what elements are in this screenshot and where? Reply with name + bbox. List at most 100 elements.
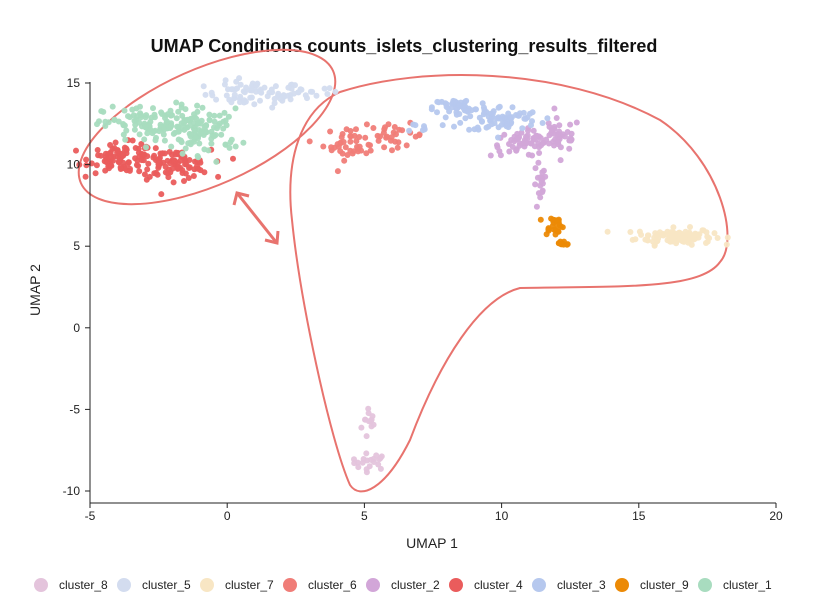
data-point [162, 163, 169, 170]
data-point [165, 174, 172, 181]
data-point [115, 158, 122, 165]
data-point [496, 103, 503, 110]
data-point [151, 170, 158, 177]
data-point [83, 156, 90, 163]
data-point [132, 155, 139, 162]
data-point [487, 152, 494, 159]
data-point [114, 149, 121, 156]
data-point [706, 235, 713, 242]
data-point [202, 91, 209, 98]
data-point [215, 122, 222, 129]
data-point [295, 89, 302, 96]
data-point [173, 115, 180, 122]
data-point [196, 140, 203, 147]
data-point [161, 137, 168, 144]
data-point [355, 148, 362, 155]
data-point [521, 115, 528, 122]
data-point [367, 147, 374, 154]
data-point [566, 145, 573, 152]
legend-item-cluster_6: cluster_6 [283, 578, 357, 592]
data-point [463, 107, 469, 114]
data-point [228, 136, 235, 143]
legend-label: cluster_5 [142, 578, 191, 592]
cluster-outline-right [289, 74, 729, 493]
data-point [264, 93, 271, 100]
y-tick-label: 0 [73, 321, 80, 335]
data-point [517, 110, 523, 117]
series-cluster_6 [306, 119, 423, 175]
data-point [269, 104, 276, 111]
data-point [158, 191, 165, 198]
data-point [175, 108, 182, 115]
legend-marker [615, 578, 629, 592]
data-point [513, 147, 520, 154]
data-point [355, 464, 362, 471]
data-point [168, 122, 175, 129]
data-point [191, 138, 197, 145]
data-point [131, 117, 138, 124]
data-point [101, 158, 108, 165]
data-point [494, 144, 501, 151]
data-point [370, 421, 377, 428]
data-point [546, 132, 553, 139]
data-point [93, 162, 100, 169]
y-axis-label: UMAP 2 [27, 264, 43, 316]
data-point [543, 136, 550, 143]
legend-item-cluster_1: cluster_1 [698, 578, 772, 592]
data-point [216, 112, 223, 119]
data-point [212, 132, 219, 138]
data-point [421, 125, 428, 131]
data-point [108, 162, 115, 169]
data-point [135, 162, 142, 169]
data-point [222, 141, 229, 148]
data-point [136, 119, 143, 126]
data-point [197, 159, 204, 166]
data-point [152, 145, 159, 152]
data-point [271, 100, 278, 107]
data-point [363, 466, 370, 473]
data-point [347, 133, 354, 140]
data-point [257, 97, 263, 104]
data-point [545, 120, 552, 127]
chart-title: UMAP Conditions counts_islets_clustering… [151, 36, 658, 56]
data-point [92, 170, 99, 177]
cluster-outline-left [77, 48, 337, 206]
data-point [155, 161, 162, 167]
data-point [257, 89, 264, 96]
data-point [324, 91, 331, 97]
legend-label: cluster_2 [391, 578, 440, 592]
data-point [334, 141, 341, 148]
data-point [123, 127, 130, 134]
data-point [164, 111, 171, 118]
data-point [692, 230, 699, 237]
data-point [248, 85, 255, 92]
data-point [532, 165, 539, 172]
data-point [394, 144, 401, 151]
data-point [237, 81, 244, 88]
y-tick-label: 5 [73, 239, 80, 253]
data-point [182, 159, 189, 166]
double-arrow-head-start [232, 191, 250, 206]
data-point [475, 126, 482, 133]
data-point [168, 143, 175, 150]
data-point [171, 157, 178, 164]
legend-item-cluster_8: cluster_8 [34, 578, 108, 592]
data-point [275, 90, 282, 97]
data-point [102, 123, 109, 129]
data-point [164, 118, 170, 125]
data-point [557, 144, 564, 151]
data-point [321, 85, 328, 92]
data-point [557, 157, 564, 164]
data-point [302, 92, 309, 99]
x-tick-label: 10 [495, 509, 509, 523]
data-point [473, 106, 479, 113]
legend-label: cluster_8 [59, 578, 108, 592]
x-tick-label: 20 [769, 509, 783, 523]
data-point [551, 105, 558, 112]
data-point [73, 147, 79, 154]
data-point [185, 175, 192, 181]
data-point [636, 228, 643, 235]
data-point [228, 86, 235, 93]
data-point [358, 424, 365, 431]
data-point [137, 114, 144, 121]
